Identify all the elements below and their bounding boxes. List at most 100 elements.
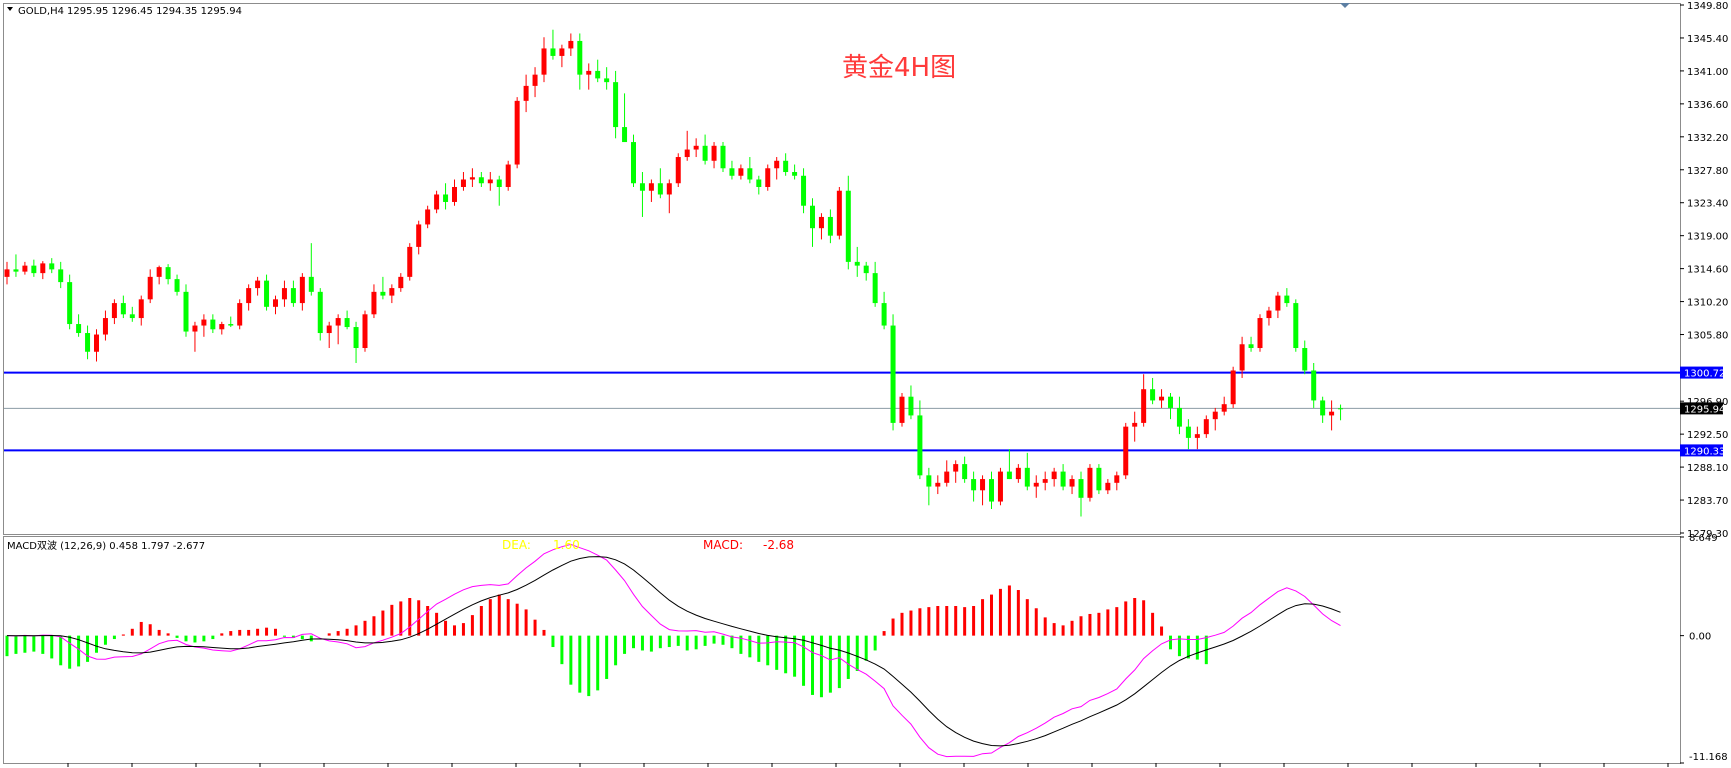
price-tick-label: 1292.50 bbox=[1687, 430, 1728, 441]
candle-body bbox=[1284, 295, 1290, 304]
candle bbox=[514, 97, 520, 169]
price-tick-label: 1310.20 bbox=[1687, 298, 1728, 309]
macd-axis: 8.649 0.00 -11.168 bbox=[1680, 533, 1728, 764]
candle bbox=[264, 274, 270, 311]
candle-body bbox=[720, 145, 726, 169]
candle bbox=[962, 456, 968, 483]
candle bbox=[648, 179, 654, 202]
candle bbox=[1320, 396, 1326, 423]
candle bbox=[407, 243, 413, 281]
candle bbox=[452, 179, 457, 206]
candle bbox=[666, 179, 672, 214]
candle bbox=[935, 475, 941, 495]
candle bbox=[1105, 479, 1111, 495]
candle bbox=[1185, 419, 1191, 450]
candle-body bbox=[353, 327, 359, 349]
price-tick-label: 1336.60 bbox=[1687, 100, 1728, 111]
candle bbox=[156, 265, 162, 285]
candle-body bbox=[290, 288, 296, 304]
candle bbox=[478, 172, 484, 187]
candle-body bbox=[1096, 467, 1102, 491]
candle-body bbox=[1069, 479, 1075, 487]
scroll-marker-icon[interactable] bbox=[1340, 3, 1350, 8]
candle bbox=[810, 198, 815, 247]
chart-title: 黄金4H图 bbox=[842, 53, 956, 83]
candle bbox=[120, 295, 126, 319]
candle-body bbox=[201, 319, 207, 326]
candle bbox=[443, 183, 449, 210]
candle bbox=[944, 460, 950, 487]
candle-body bbox=[559, 48, 565, 56]
candle bbox=[622, 93, 628, 143]
candle bbox=[890, 314, 896, 431]
candle bbox=[765, 164, 771, 191]
candle bbox=[326, 321, 332, 349]
candle bbox=[532, 67, 538, 98]
triangle-down-icon[interactable] bbox=[7, 7, 13, 11]
candle bbox=[76, 314, 82, 337]
candle-body bbox=[783, 160, 789, 173]
candle-body bbox=[31, 265, 37, 274]
candle bbox=[469, 168, 475, 187]
candle-body bbox=[246, 288, 252, 304]
candle bbox=[40, 261, 46, 280]
candle-body bbox=[425, 209, 431, 225]
candle-body bbox=[362, 314, 368, 349]
candle-body bbox=[899, 396, 905, 423]
candle-body bbox=[818, 216, 824, 229]
candle bbox=[559, 44, 565, 68]
macd-panel[interactable] bbox=[3, 536, 1681, 764]
candle-body bbox=[666, 183, 672, 195]
candle bbox=[1266, 306, 1272, 326]
candle bbox=[639, 172, 645, 217]
candle bbox=[971, 471, 977, 502]
candle-body bbox=[577, 40, 583, 75]
candle-body bbox=[917, 415, 923, 476]
candle-body bbox=[568, 40, 574, 49]
candle-body bbox=[1185, 426, 1191, 438]
candle-body bbox=[613, 82, 619, 128]
candle bbox=[953, 460, 959, 483]
candle-body bbox=[989, 479, 994, 502]
candle bbox=[774, 157, 780, 180]
candle bbox=[1042, 471, 1048, 491]
candle-body bbox=[810, 205, 815, 229]
candle-body bbox=[407, 246, 413, 277]
candle-body bbox=[693, 145, 699, 150]
candle-body bbox=[67, 282, 73, 325]
time-axis bbox=[67, 763, 1669, 767]
candle-body bbox=[317, 291, 323, 334]
candle-body bbox=[120, 303, 126, 315]
candle-body bbox=[1176, 407, 1182, 427]
candle-body bbox=[908, 396, 914, 416]
candle-body bbox=[792, 172, 798, 176]
candle bbox=[595, 59, 601, 83]
candle-body bbox=[1338, 408, 1344, 410]
candle-body bbox=[514, 100, 520, 165]
candle bbox=[747, 157, 753, 184]
candle bbox=[147, 269, 153, 304]
candle-body bbox=[452, 186, 457, 202]
price-tick-label: 1327.80 bbox=[1687, 166, 1728, 177]
candle bbox=[720, 142, 726, 173]
candle-body bbox=[326, 325, 332, 334]
candle bbox=[1015, 464, 1021, 483]
candle bbox=[1123, 422, 1129, 480]
candle-body bbox=[801, 175, 807, 206]
candle bbox=[1311, 362, 1317, 408]
candle-body bbox=[1141, 389, 1147, 423]
candle bbox=[756, 175, 762, 195]
candle-body bbox=[1221, 404, 1227, 412]
candle-body bbox=[711, 145, 717, 161]
dea-line bbox=[6, 556, 1341, 747]
candle-body bbox=[622, 127, 628, 143]
candle bbox=[273, 295, 278, 315]
candle bbox=[550, 29, 556, 60]
candle bbox=[85, 325, 91, 360]
price-panel[interactable] bbox=[3, 3, 1681, 535]
macd-indicator-label: MACD双波 (12,26,9) 0.458 1.797 -2.677 bbox=[7, 539, 205, 552]
macd-tick-label: 8.649 bbox=[1689, 533, 1718, 544]
candle-body bbox=[1275, 295, 1281, 311]
candle-body bbox=[657, 183, 663, 195]
